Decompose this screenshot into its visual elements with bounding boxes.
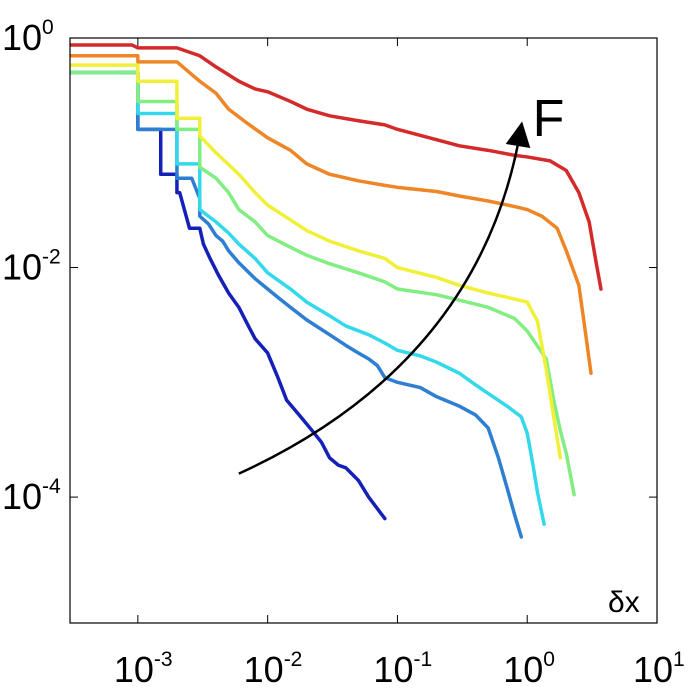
x-tick-label-4: 101: [633, 648, 685, 689]
x-tick-base-3: 10: [503, 649, 543, 689]
y-tick-base-2: 10: [2, 476, 42, 517]
x-tick-base-1: 10: [244, 649, 284, 689]
annotation-label: F: [533, 90, 565, 148]
series-line-curve-2: [70, 70, 524, 539]
x-tick-exponent-0: -3: [154, 648, 173, 671]
series-line-curve-6: [70, 54, 593, 375]
x-tick-exponent-4: 1: [673, 648, 685, 671]
x-tick-label-0: 10-3: [114, 648, 173, 689]
series-group: [70, 43, 603, 539]
axes-frame: [69, 37, 658, 624]
y-tick-exponent-2: -4: [42, 475, 61, 498]
x-tick-base-4: 10: [633, 649, 673, 689]
x-tick-exponent-2: -1: [413, 648, 432, 671]
series-line-curve-1: [116, 70, 387, 521]
plot-layer: [70, 43, 603, 539]
y-tick-base-1: 10: [2, 247, 42, 288]
x-tick-base-2: 10: [373, 649, 413, 689]
x-axis-label: δx: [608, 586, 640, 619]
series-line-curve-5: [70, 63, 563, 460]
y-tick-exponent-0: 0: [42, 16, 54, 39]
x-tick-base-0: 10: [114, 649, 154, 689]
series-line-curve-4: [70, 70, 576, 497]
y-tick-exponent-1: -2: [42, 246, 61, 269]
x-tick-label-1: 10-2: [244, 648, 303, 689]
y-tick-label-0: 100: [2, 16, 54, 58]
series-line-curve-3: [70, 70, 546, 526]
y-tick-label-2: 10-4: [2, 475, 61, 517]
series-line-curve-7: [70, 43, 603, 291]
x-tick-label-2: 10-1: [373, 648, 432, 689]
axis-layer: [69, 37, 658, 624]
y-tick-base-0: 10: [2, 17, 42, 58]
x-tick-exponent-3: 0: [543, 648, 555, 671]
x-tick-exponent-1: -2: [284, 648, 303, 671]
x-tick-label-3: 100: [503, 648, 555, 689]
annotation-arrow: [238, 121, 531, 475]
y-tick-label-1: 10-2: [2, 246, 61, 288]
